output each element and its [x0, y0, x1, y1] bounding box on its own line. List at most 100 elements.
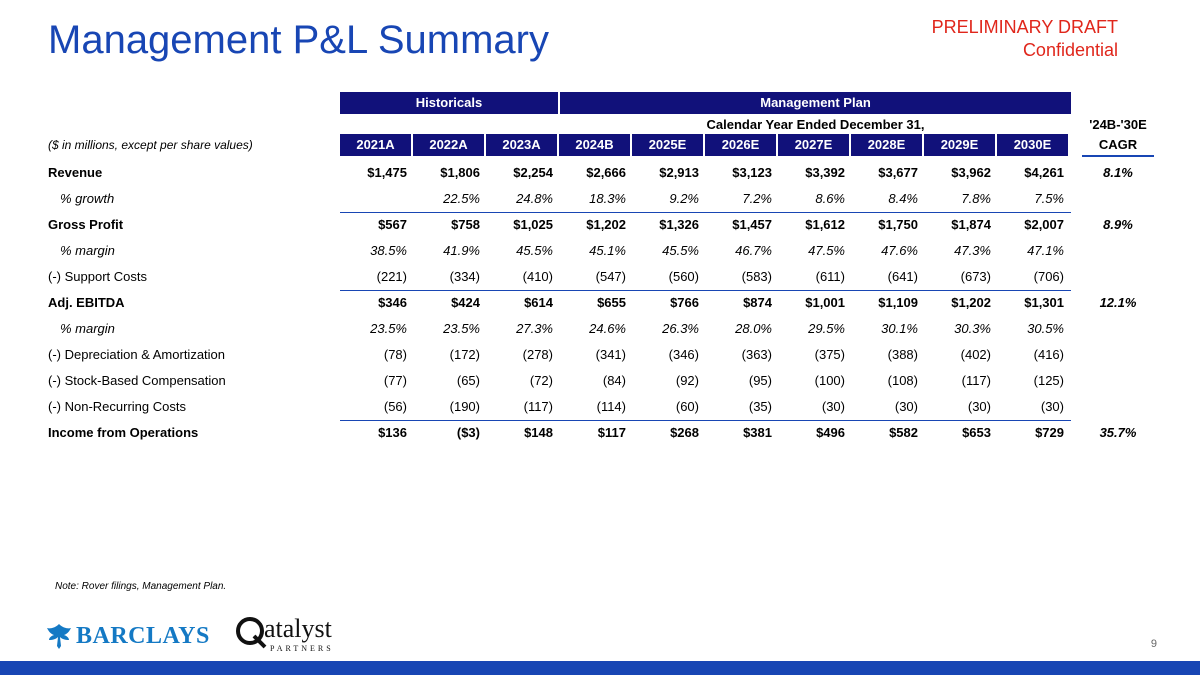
table-cell: (114)	[596, 399, 626, 414]
table-cell: $2,007	[1024, 217, 1064, 232]
table-cell: 45.5%	[662, 243, 699, 258]
table-cell: 30.1%	[881, 321, 918, 336]
footer-bar	[0, 661, 1200, 675]
table-cell: $1,874	[951, 217, 991, 232]
table-cell: 8.4%	[888, 191, 918, 206]
draft-stamp: PRELIMINARY DRAFT Confidential	[932, 16, 1118, 62]
table-cell: $1,001	[805, 295, 845, 310]
cagr-cell: 12.1%	[1099, 295, 1137, 310]
table-cell: $1,109	[878, 295, 918, 310]
table-cell: 28.0%	[735, 321, 772, 336]
table-cell: $268	[670, 425, 699, 440]
year-header-2028e: 2028E	[851, 134, 922, 156]
table-cell: 30.5%	[1027, 321, 1064, 336]
table-cell: 26.3%	[662, 321, 699, 336]
table-cell: (410)	[522, 269, 553, 284]
table-cell: (60)	[675, 399, 699, 414]
table-cell: (30)	[894, 399, 918, 414]
table-cell: 47.1%	[1027, 243, 1064, 258]
table-cell: $2,666	[586, 165, 626, 180]
table-cell: (84)	[602, 373, 626, 388]
table-cell: (706)	[1033, 269, 1064, 284]
table-cell: $1,806	[440, 165, 480, 180]
row-label: (-) Stock-Based Compensation	[48, 373, 226, 388]
row-values: $136 ($3) $148 $117 $268 $381 $496 $582 $653 $729	[340, 420, 1070, 446]
table-cell: 7.5%	[1034, 191, 1064, 206]
table-cell: $2,913	[659, 165, 699, 180]
pl-table: Revenue $1,475 $1,806 $2,254 $2,666 $2,913 $3,…	[48, 160, 1154, 446]
table-row: Revenue $1,475 $1,806 $2,254 $2,666 $2,913 $3,…	[48, 160, 1154, 186]
table-cell: $1,750	[878, 217, 918, 232]
table-cell	[340, 186, 411, 212]
table-cell: $758	[451, 217, 480, 232]
footnote: Note: Rover filings, Management Plan.	[55, 581, 227, 592]
table-cell: $614	[524, 295, 553, 310]
table-cell: (334)	[449, 269, 480, 284]
table-cell: 7.2%	[742, 191, 772, 206]
table-row: % growth 22.5% 24.8% 18.3% 9.2% 7.2% 8.6% 8.4% 7…	[48, 186, 1154, 212]
table-cell: 45.5%	[516, 243, 553, 258]
table-cell: (77)	[383, 373, 407, 388]
table-cell: 8.6%	[815, 191, 845, 206]
table-cell: $381	[743, 425, 772, 440]
table-cell: (35)	[748, 399, 772, 414]
units-note: ($ in millions, except per share values)	[48, 138, 253, 152]
table-cell: $3,392	[805, 165, 845, 180]
year-header-2022a: 2022A	[413, 134, 484, 156]
table-row: Income from Operations $136 ($3) $148 $117 $2…	[48, 420, 1154, 446]
row-values: 38.5% 41.9% 45.5% 45.1% 45.5% 46.7% 47.5% 47.6%…	[340, 238, 1070, 264]
historicals-header: Historicals	[340, 92, 558, 114]
table-cell: (363)	[741, 347, 772, 362]
table-cell: (402)	[960, 347, 991, 362]
table-cell: (56)	[383, 399, 407, 414]
table-cell: (30)	[821, 399, 845, 414]
eagle-icon	[47, 624, 71, 649]
table-row: % margin 23.5% 23.5% 27.3% 24.6% 26.3% 28.0% 29…	[48, 316, 1154, 342]
table-cell: (611)	[815, 269, 845, 284]
table-cell: ($3)	[456, 425, 480, 440]
table-cell: $1,326	[659, 217, 699, 232]
row-label: % margin	[60, 321, 115, 336]
table-cell: 41.9%	[443, 243, 480, 258]
qatalyst-partners: PARTNERS	[270, 644, 334, 653]
year-header-2029e: 2029E	[924, 134, 995, 156]
row-values: 22.5% 24.8% 18.3% 9.2% 7.2% 8.6% 8.4% 7.8% 7.5%	[340, 186, 1070, 212]
table-cell: $1,475	[367, 165, 407, 180]
table-row: % margin 38.5% 41.9% 45.5% 45.1% 45.5% 46.7% 47…	[48, 238, 1154, 264]
row-values: 23.5% 23.5% 27.3% 24.6% 26.3% 28.0% 29.5% 30.1%…	[340, 316, 1070, 342]
table-cell: $2,254	[513, 165, 553, 180]
table-cell: 29.5%	[808, 321, 845, 336]
calendar-caption: Calendar Year Ended December 31,	[706, 117, 925, 132]
table-cell: $496	[816, 425, 845, 440]
draft-label: PRELIMINARY DRAFT	[931, 17, 1118, 37]
table-cell: 47.6%	[881, 243, 918, 258]
table-cell: (673)	[960, 269, 991, 284]
row-label: Gross Profit	[48, 217, 124, 232]
table-cell: (95)	[748, 373, 772, 388]
table-cell: 27.3%	[516, 321, 553, 336]
year-header-row: 2021A 2022A 2023A 2024B 2025E 2026E 2027E 2028E…	[340, 134, 1070, 156]
table-cell: (341)	[595, 347, 626, 362]
row-label: (-) Non-Recurring Costs	[48, 399, 186, 414]
table-cell: (190)	[449, 399, 480, 414]
table-cell: (108)	[887, 373, 918, 388]
table-cell: $346	[378, 295, 407, 310]
year-header-2026e: 2026E	[705, 134, 776, 156]
row-label: (-) Support Costs	[48, 269, 147, 284]
table-cell: (100)	[814, 373, 845, 388]
row-values: (77) (65) (72) (84) (92) (95) (100) (108) (117) (…	[340, 368, 1070, 394]
table-cell: $1,025	[513, 217, 553, 232]
table-cell: $1,457	[732, 217, 772, 232]
page-number: 9	[1150, 638, 1157, 650]
year-header-2023a: 2023A	[486, 134, 557, 156]
table-row: Gross Profit $567 $758 $1,025 $1,202 $1,326 $1…	[48, 212, 1154, 238]
table-cell: (125)	[1033, 373, 1064, 388]
year-header-2030e: 2030E	[997, 134, 1068, 156]
row-label: % margin	[60, 243, 115, 258]
row-label: (-) Depreciation & Amortization	[48, 347, 226, 362]
table-cell: $3,123	[732, 165, 772, 180]
table-cell: $4,261	[1024, 165, 1064, 180]
management-plan-header: Management Plan	[560, 92, 1071, 114]
table-cell: 38.5%	[370, 243, 407, 258]
table-cell: (92)	[675, 373, 699, 388]
